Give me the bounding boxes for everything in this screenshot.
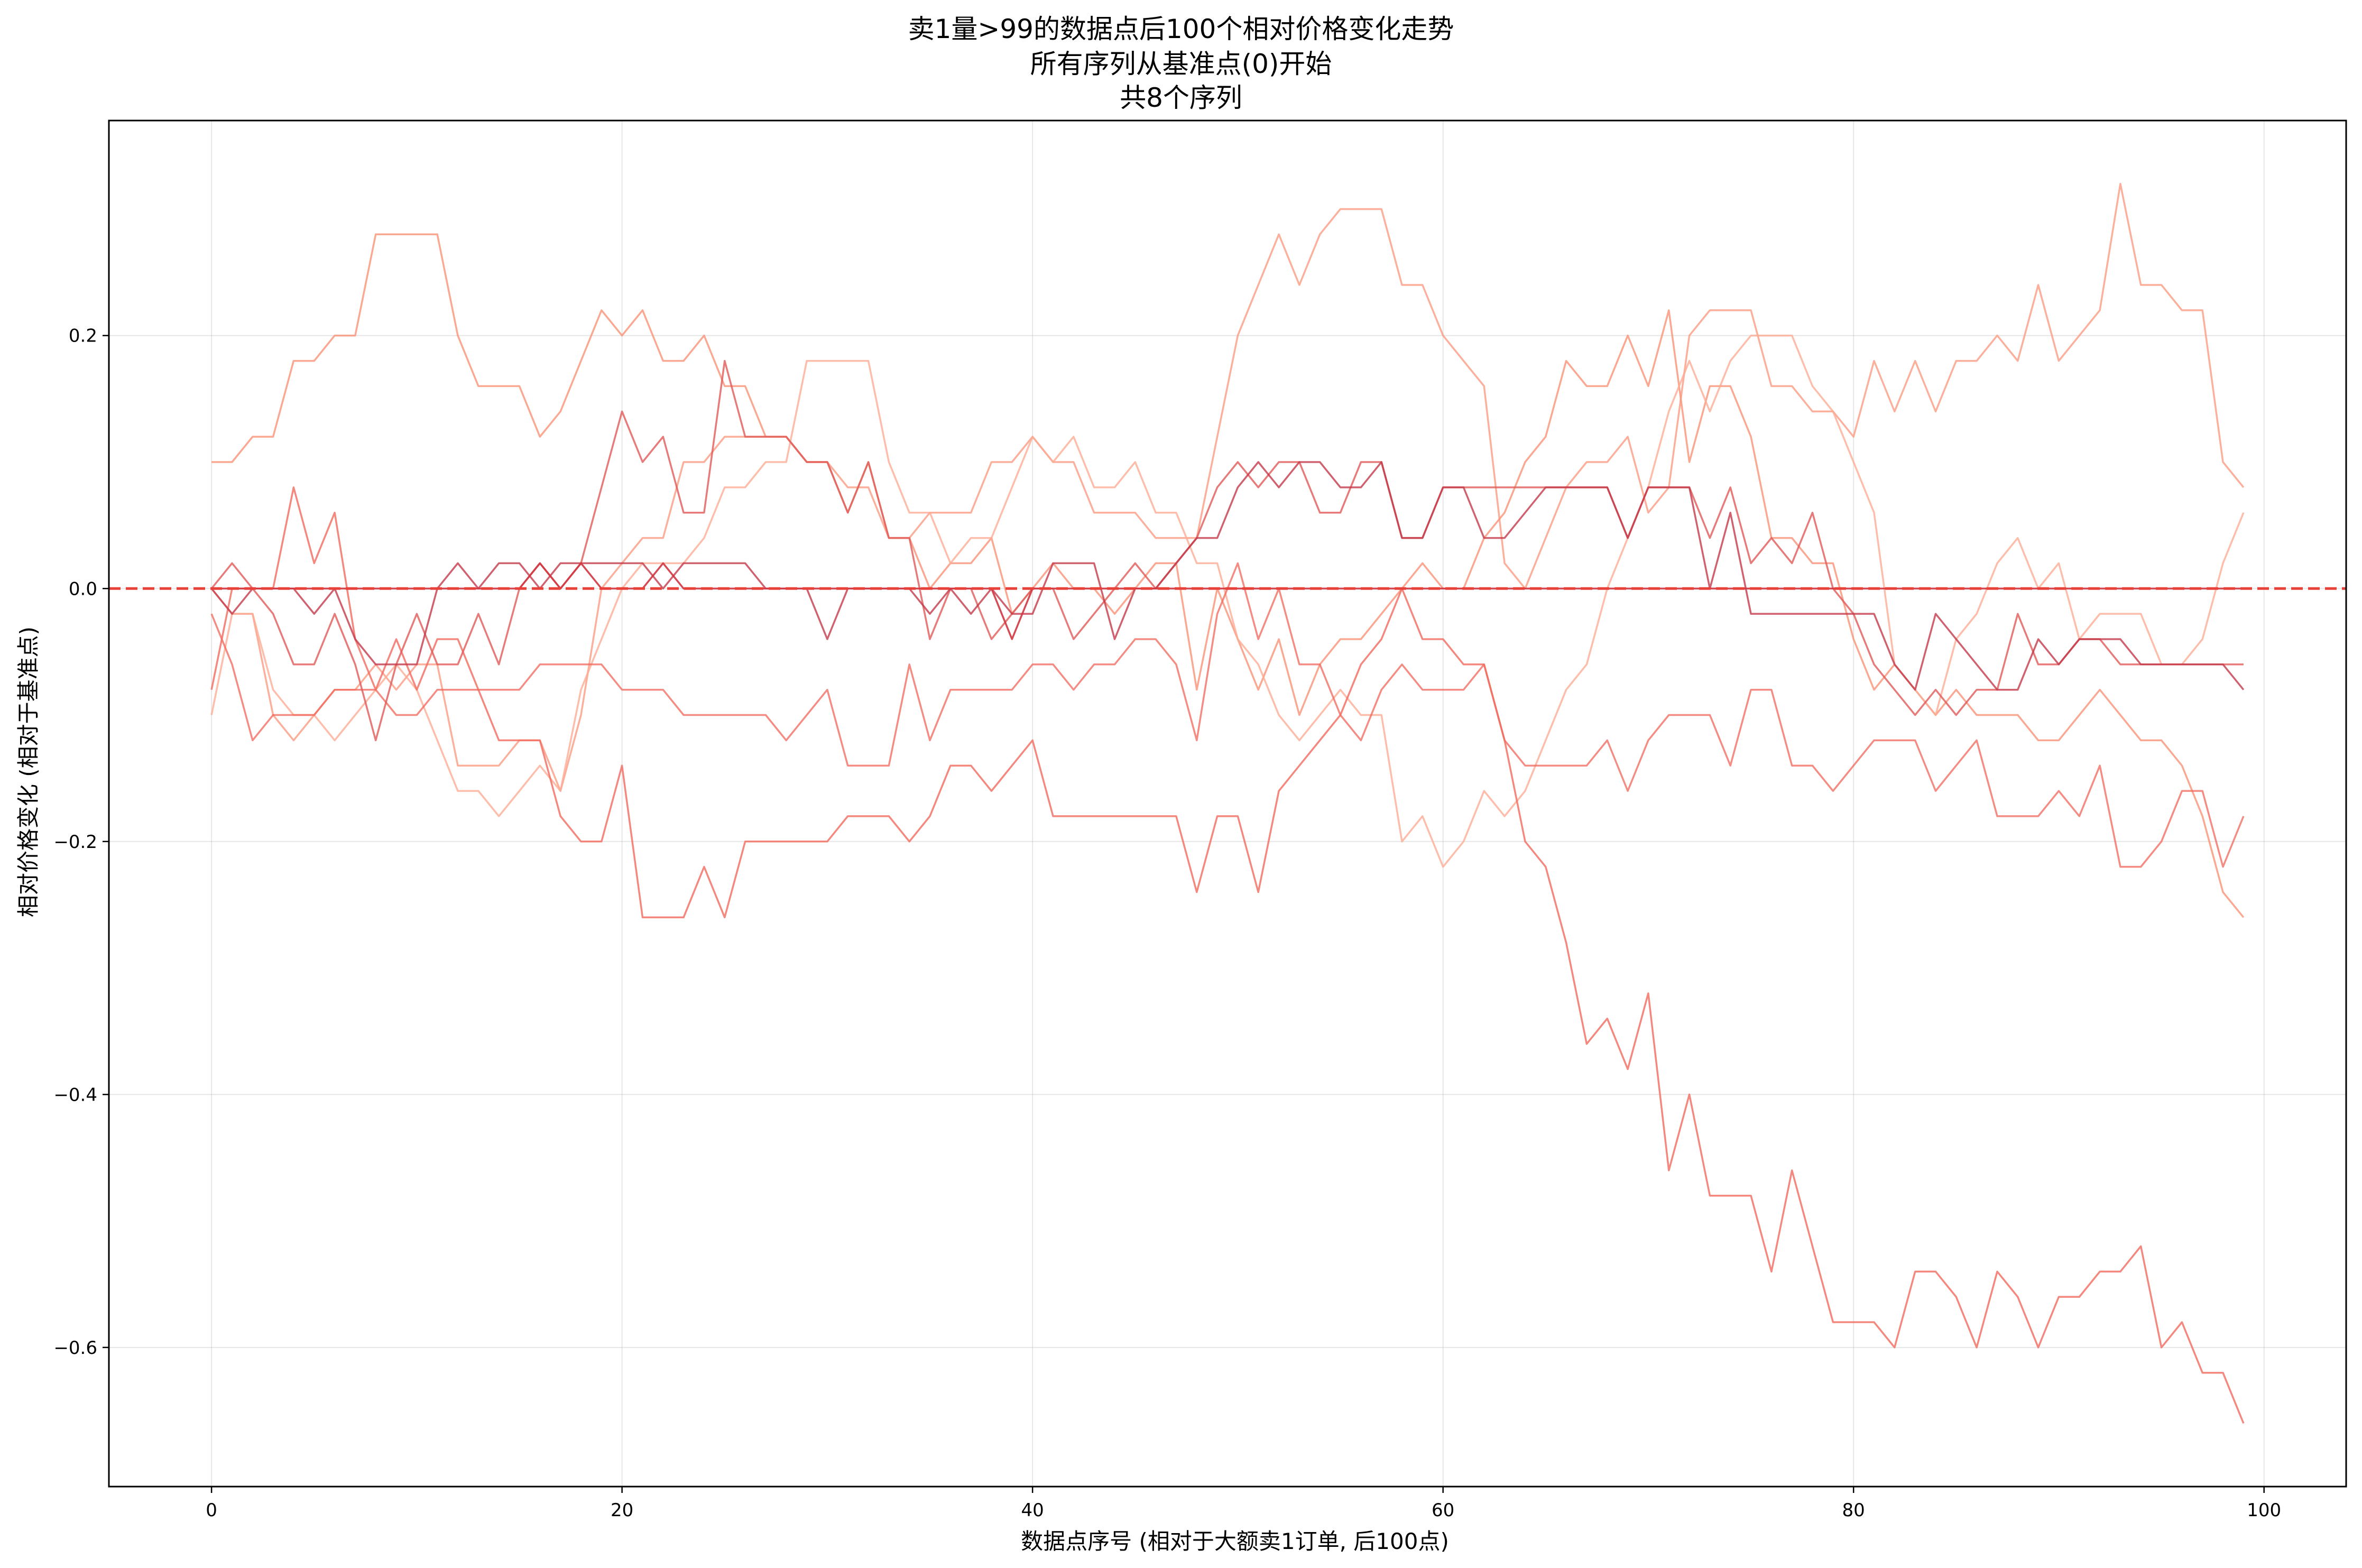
- x-axis-ticks: 0 20 40 60 80 100: [206, 1487, 2281, 1521]
- series-group: [210, 182, 2245, 1424]
- x-tick-label-3: 60: [1432, 1500, 1454, 1521]
- series-line-1: [211, 233, 2245, 918]
- series-line-2: [210, 182, 2245, 792]
- y-tick-label-0: 0.2: [69, 326, 97, 347]
- x-axis-label: 数据点序号 (相对于大额卖1订单, 后100点): [1021, 1528, 1449, 1554]
- series-line-7: [210, 461, 2245, 691]
- y-axis-ticks: 0.2 0.0 −0.2 −0.4 −0.6: [53, 326, 109, 1359]
- x-tick-label-0: 0: [206, 1500, 217, 1521]
- x-tick-label-4: 80: [1842, 1500, 1865, 1521]
- chart-title-line-2: 所有序列从基准点(0)开始: [1030, 49, 1332, 79]
- series-line-4: [210, 562, 2245, 868]
- chart-title-line-3: 共8个序列: [1120, 82, 1242, 113]
- y-tick-label-3: −0.4: [53, 1084, 97, 1105]
- x-tick-label-5: 100: [2247, 1500, 2281, 1521]
- series-line-5: [210, 486, 2245, 1424]
- y-axis-label: 相对价格变化 (相对于基准点): [15, 626, 41, 917]
- y-tick-label-4: −0.6: [53, 1338, 97, 1359]
- grid: [109, 121, 2346, 1487]
- chart-title-line-1: 卖1量>99的数据点后100个相对价格变化走势: [908, 14, 1454, 44]
- x-tick-label-1: 20: [611, 1500, 633, 1521]
- plot-area-frame: [108, 119, 2347, 1488]
- y-tick-label-2: −0.2: [53, 832, 97, 853]
- y-tick-label-1: 0.0: [69, 578, 97, 599]
- series-line-6: [210, 359, 2244, 742]
- x-tick-label-2: 40: [1021, 1500, 1044, 1521]
